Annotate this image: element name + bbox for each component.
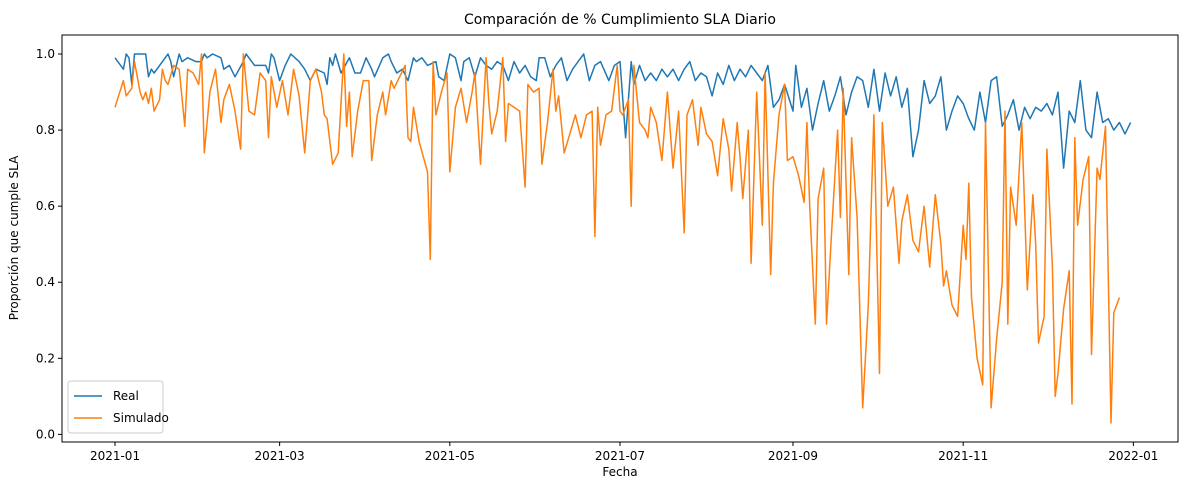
x-tick-label: 2021-05 <box>425 449 475 463</box>
y-tick-label: 0.0 <box>36 427 55 441</box>
x-tick-label: 2021-09 <box>768 449 818 463</box>
series-line-simulado <box>114 53 1121 424</box>
legend-box <box>67 380 164 434</box>
x-tick-label: 2021-03 <box>255 449 305 463</box>
x-axis-label: Fecha <box>602 465 637 479</box>
series-line-real <box>114 53 1132 169</box>
legend-label-simulado: Simulado <box>113 411 169 425</box>
x-tick-label: 2021-01 <box>90 449 140 463</box>
plot-lines <box>114 53 1132 424</box>
chart-title: Comparación de % Cumplimiento SLA Diario <box>464 12 776 28</box>
y-axis: 0.0 0.2 0.4 0.6 0.8 1.0 <box>36 47 62 441</box>
y-tick-label: 0.2 <box>36 351 55 365</box>
y-tick-label: 1.0 <box>36 47 55 61</box>
x-tick-label: 2021-07 <box>595 449 645 463</box>
y-tick-label: 0.8 <box>36 123 55 137</box>
y-tick-label: 0.6 <box>36 199 55 213</box>
x-tick-label: 2021-11 <box>938 449 988 463</box>
legend-label-real: Real <box>113 389 139 403</box>
legend: Real Simulado <box>67 380 169 434</box>
x-axis: 2021-01 2021-03 2021-05 2021-07 2021-09 2021-… <box>90 442 1158 463</box>
x-tick-label: 2022-01 <box>1108 449 1158 463</box>
y-tick-label: 0.4 <box>36 275 55 289</box>
y-axis-label: Proporción que cumple SLA <box>7 155 21 320</box>
